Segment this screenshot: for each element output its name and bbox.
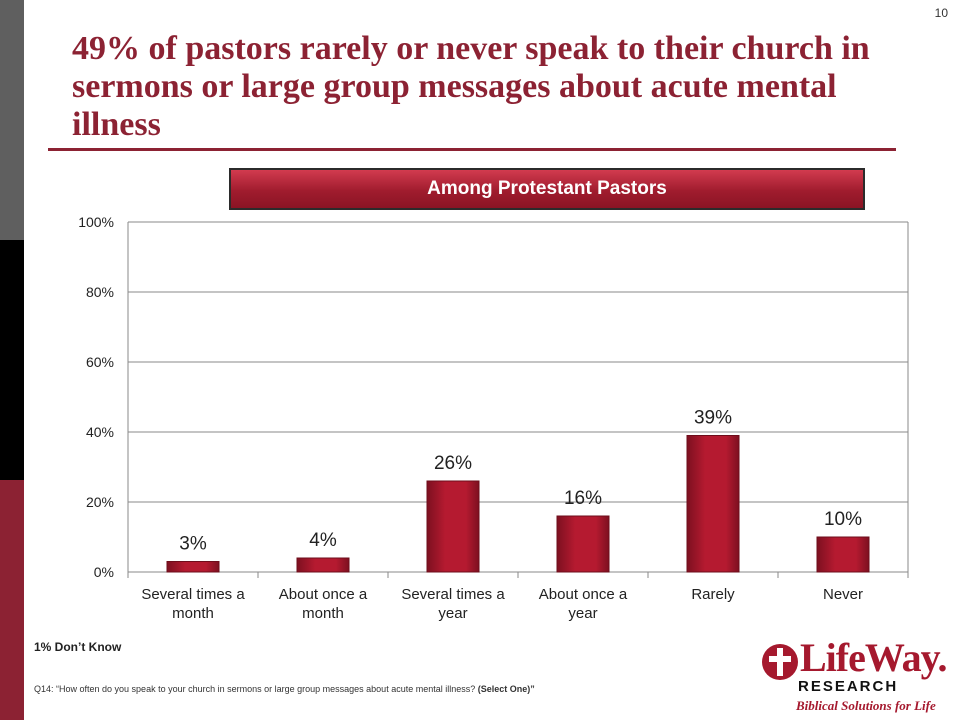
side-stripe-black <box>0 240 24 480</box>
cross-icon <box>762 644 798 680</box>
y-tick-label: 0% <box>94 564 114 580</box>
data-label: 26% <box>434 453 472 474</box>
data-label: 3% <box>179 534 207 555</box>
footnote-question-text: Q14: “How often do you speak to your chu… <box>34 684 476 694</box>
y-tick-label: 60% <box>86 354 114 370</box>
data-label: 4% <box>309 530 337 551</box>
y-tick-label: 100% <box>78 214 114 230</box>
footnote-dont-know: 1% Don’t Know <box>34 640 122 654</box>
page-number: 10 <box>934 6 948 20</box>
bar <box>816 536 870 573</box>
data-label: 10% <box>824 509 862 530</box>
logo-research: RESEARCH <box>798 678 899 695</box>
category-label: Several times a month <box>141 586 245 622</box>
lifeway-logo: LifeWay. RESEARCH Biblical Solutions for… <box>760 635 947 716</box>
bar <box>426 480 480 573</box>
bar <box>296 557 350 573</box>
y-tick-label: 20% <box>86 494 114 510</box>
bar <box>686 435 740 573</box>
category-label: Never <box>823 586 863 603</box>
logo-tagline: Biblical Solutions for Life <box>796 698 936 713</box>
slide-title: 49% of pastors rarely or never speak to … <box>72 30 870 143</box>
category-label: Several times a year <box>401 586 505 622</box>
side-stripe-gray <box>0 0 24 240</box>
bar <box>556 515 610 573</box>
data-label: 16% <box>564 488 602 509</box>
category-label: About once a year <box>539 586 628 622</box>
data-label: 39% <box>694 408 732 429</box>
bar <box>166 561 220 573</box>
category-label: Rarely <box>691 586 735 603</box>
footnote-question: Q14: “How often do you speak to your chu… <box>34 684 535 694</box>
y-tick-label: 40% <box>86 424 114 440</box>
y-tick-label: 80% <box>86 284 114 300</box>
side-stripe-red <box>0 480 24 720</box>
logo-wordmark: LifeWay. <box>800 635 947 680</box>
category-label: About once a month <box>279 586 368 622</box>
chart-banner: Among Protestant Pastors <box>229 168 865 210</box>
footnote-select-one: (Select One)” <box>477 684 535 694</box>
title-rule <box>48 148 896 151</box>
